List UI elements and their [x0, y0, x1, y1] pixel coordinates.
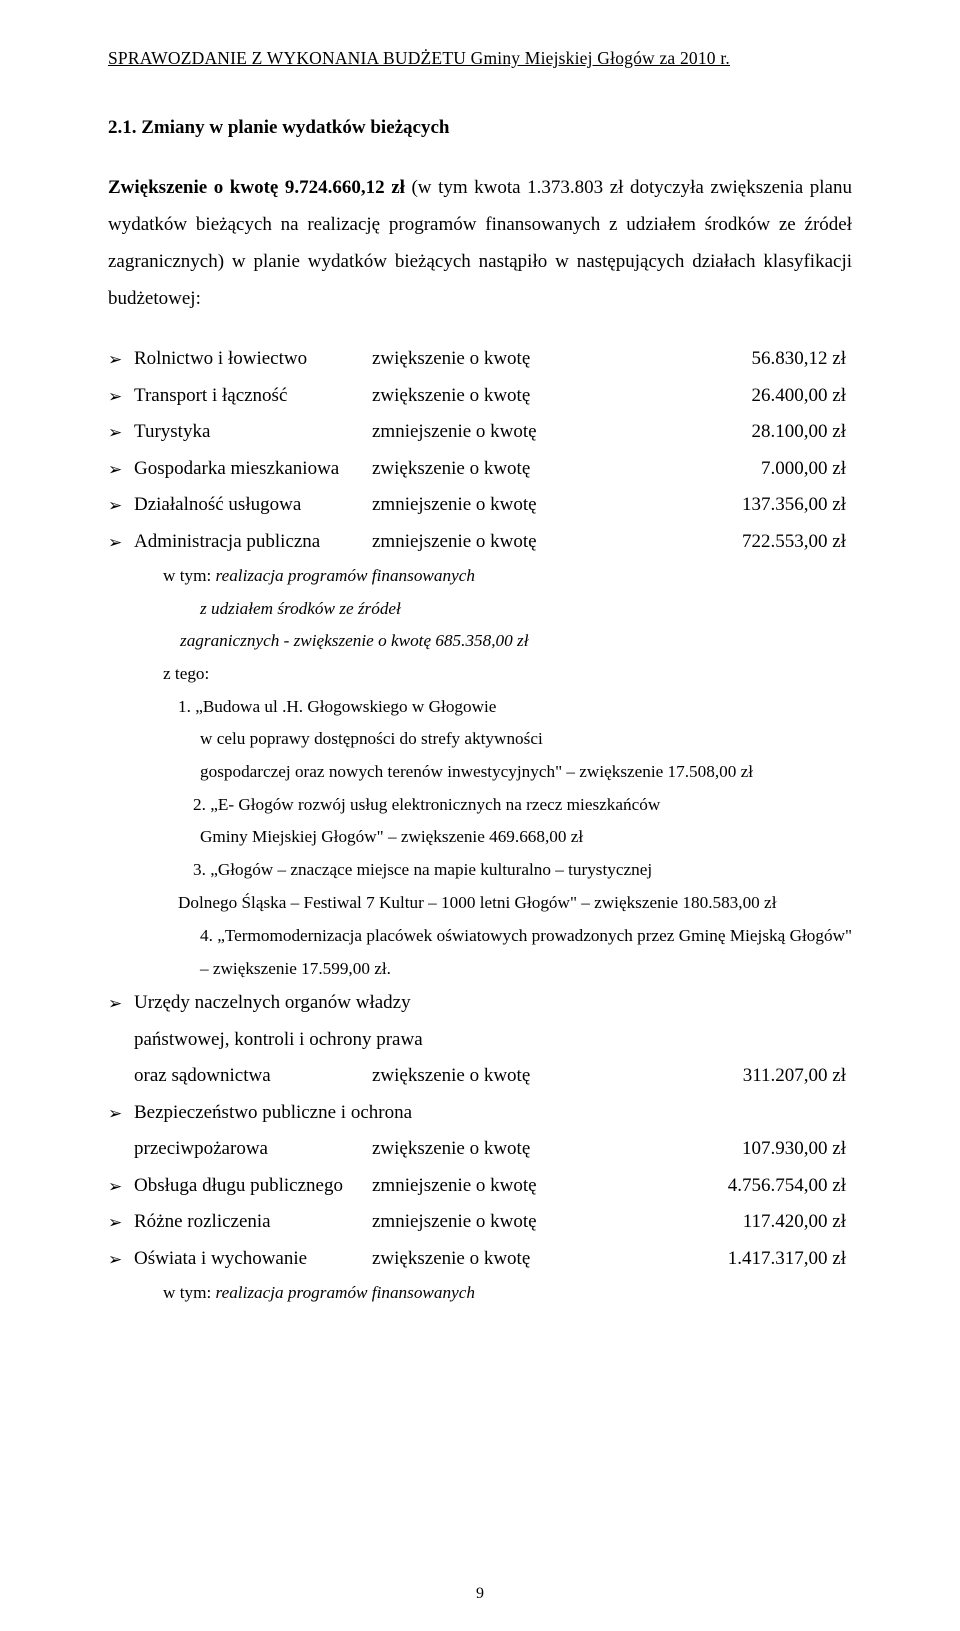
- item-action: zwiększenie o kwotę: [372, 341, 612, 377]
- item-amount: 7.000,00 zł: [612, 451, 852, 487]
- arrow-icon: ➢: [108, 1171, 134, 1204]
- item-label: Turystyka: [134, 414, 372, 450]
- numbered-item: 4. „Termomodernizacja placówek oświatowy…: [108, 919, 852, 985]
- item-amount: 137.356,00 zł: [612, 487, 852, 523]
- sub-italic: realizacja programów finansowanych: [216, 566, 475, 585]
- intro-paragraph: Zwiększenie o kwotę 9.724.660,12 zł (w t…: [108, 169, 852, 317]
- sub-line: w tym: realizacja programów finansowanyc…: [108, 1277, 852, 1310]
- item-label: Administracja publiczna: [134, 524, 372, 560]
- item-amount: 4.756.754,00 zł: [612, 1168, 852, 1204]
- numbered-continuation: Gminy Miejskiej Głogów" – zwiększenie 46…: [108, 821, 852, 854]
- budget-item-list-tail: ➢ Obsługa długu publicznego zmniejszenie…: [108, 1168, 852, 1277]
- item-action: zwiększenie o kwotę: [372, 378, 612, 414]
- numbered-item: 2. „E- Głogów rozwój usług elektroniczny…: [108, 789, 852, 822]
- item-label: Rolnictwo i łowiectwo: [134, 341, 372, 377]
- sub-italic: z udziałem środków ze źródeł: [200, 599, 401, 618]
- numbered-continuation: gospodarczej oraz nowych terenów inwesty…: [108, 756, 852, 789]
- item-amount: 26.400,00 zł: [612, 378, 852, 414]
- item-label: Urzędy naczelnych organów władzy: [134, 985, 411, 1021]
- item-amount: 28.100,00 zł: [612, 414, 852, 450]
- budget-item-list: ➢ Rolnictwo i łowiectwo zwiększenie o kw…: [108, 341, 852, 560]
- numbered-continuation: Dolnego Śląska – Festiwal 7 Kultur – 100…: [108, 887, 852, 920]
- item-amount: 1.417.317,00 zł: [612, 1241, 852, 1277]
- numbered-item: 3. „Głogów – znaczące miejsce na mapie k…: [108, 854, 852, 887]
- arrow-icon: ➢: [108, 1207, 134, 1240]
- arrow-icon: ➢: [108, 381, 134, 414]
- item-action: zmniejszenie o kwotę: [372, 1204, 612, 1240]
- list-item: ➢ Turystyka zmniejszenie o kwotę 28.100,…: [108, 414, 852, 450]
- sub-italic: realizacja programów finansowanych: [216, 1283, 475, 1302]
- item-amount: 56.830,12 zł: [612, 341, 852, 377]
- sub-wtym: w tym:: [163, 1283, 216, 1302]
- arrow-icon: ➢: [108, 988, 134, 1021]
- item-label: Różne rozliczenia: [134, 1204, 372, 1240]
- item-action: zwiększenie o kwotę: [372, 1131, 612, 1167]
- list-item: ➢ Administracja publiczna zmniejszenie o…: [108, 524, 852, 560]
- item-amount: 722.553,00 zł: [612, 524, 852, 560]
- list-item: ➢ Oświata i wychowanie zwiększenie o kwo…: [108, 1241, 852, 1277]
- item-label: Transport i łączność: [134, 378, 372, 414]
- intro-bold: Zwiększenie o kwotę 9.724.660,12 zł: [108, 177, 405, 198]
- arrow-icon: ➢: [108, 1244, 134, 1277]
- item-amount: 117.420,00 zł: [612, 1204, 852, 1240]
- arrow-icon: ➢: [108, 527, 134, 560]
- sub-line: z udziałem środków ze źródeł: [108, 593, 852, 626]
- item-label: Działalność usługowa: [134, 487, 372, 523]
- list-item: ➢ Różne rozliczenia zmniejszenie o kwotę…: [108, 1204, 852, 1240]
- list-item-multiline: ➢ Urzędy naczelnych organów władzy państ…: [108, 985, 852, 1094]
- item-label: oraz sądownictwa: [134, 1058, 372, 1094]
- item-label: państwowej, kontroli i ochrony prawa: [134, 1022, 423, 1058]
- list-item-multiline: ➢ Bezpieczeństwo publiczne i ochrona prz…: [108, 1095, 852, 1168]
- running-header: SPRAWOZDANIE Z WYKONANIA BUDŻETU Gminy M…: [108, 48, 852, 69]
- sub-italic: zagranicznych - zwiększenie o kwotę 685.…: [180, 631, 528, 650]
- list-item: ➢ Transport i łączność zwiększenie o kwo…: [108, 378, 852, 414]
- item-action: zmniejszenie o kwotę: [372, 524, 612, 560]
- sub-line: zagranicznych - zwiększenie o kwotę 685.…: [108, 625, 852, 658]
- arrow-icon: ➢: [108, 454, 134, 487]
- sub-line: w tym: realizacja programów finansowanyc…: [108, 560, 852, 593]
- item-action: zmniejszenie o kwotę: [372, 414, 612, 450]
- item-action: zwiększenie o kwotę: [372, 451, 612, 487]
- list-item: ➢ Działalność usługowa zmniejszenie o kw…: [108, 487, 852, 523]
- arrow-icon: ➢: [108, 417, 134, 450]
- item-action: zmniejszenie o kwotę: [372, 1168, 612, 1204]
- item-action: zwiększenie o kwotę: [372, 1058, 612, 1094]
- item-label: Gospodarka mieszkaniowa: [134, 451, 372, 487]
- page-number: 9: [0, 1585, 960, 1603]
- numbered-continuation: w celu poprawy dostępności do strefy akt…: [108, 723, 852, 756]
- sub-line: z tego:: [108, 658, 852, 691]
- item-label: Bezpieczeństwo publiczne i ochrona: [134, 1095, 412, 1131]
- section-heading: 2.1. Zmiany w planie wydatków bieżących: [108, 117, 852, 139]
- sub-wtym: w tym:: [163, 566, 216, 585]
- item-label: przeciwpożarowa: [134, 1131, 372, 1167]
- item-label: Oświata i wychowanie: [134, 1241, 372, 1277]
- list-item: ➢ Gospodarka mieszkaniowa zwiększenie o …: [108, 451, 852, 487]
- item-action: zmniejszenie o kwotę: [372, 487, 612, 523]
- item-label: Obsługa długu publicznego: [134, 1168, 372, 1204]
- arrow-icon: ➢: [108, 344, 134, 377]
- numbered-item: 1. „Budowa ul .H. Głogowskiego w Głogowi…: [108, 691, 852, 724]
- list-item: ➢ Obsługa długu publicznego zmniejszenie…: [108, 1168, 852, 1204]
- item-action: zwiększenie o kwotę: [372, 1241, 612, 1277]
- item-amount: 107.930,00 zł: [612, 1131, 852, 1167]
- arrow-icon: ➢: [108, 1098, 134, 1131]
- document-page: SPRAWOZDANIE Z WYKONANIA BUDŻETU Gminy M…: [0, 0, 960, 1631]
- list-item: ➢ Rolnictwo i łowiectwo zwiększenie o kw…: [108, 341, 852, 377]
- item-amount: 311.207,00 zł: [612, 1058, 852, 1094]
- arrow-icon: ➢: [108, 490, 134, 523]
